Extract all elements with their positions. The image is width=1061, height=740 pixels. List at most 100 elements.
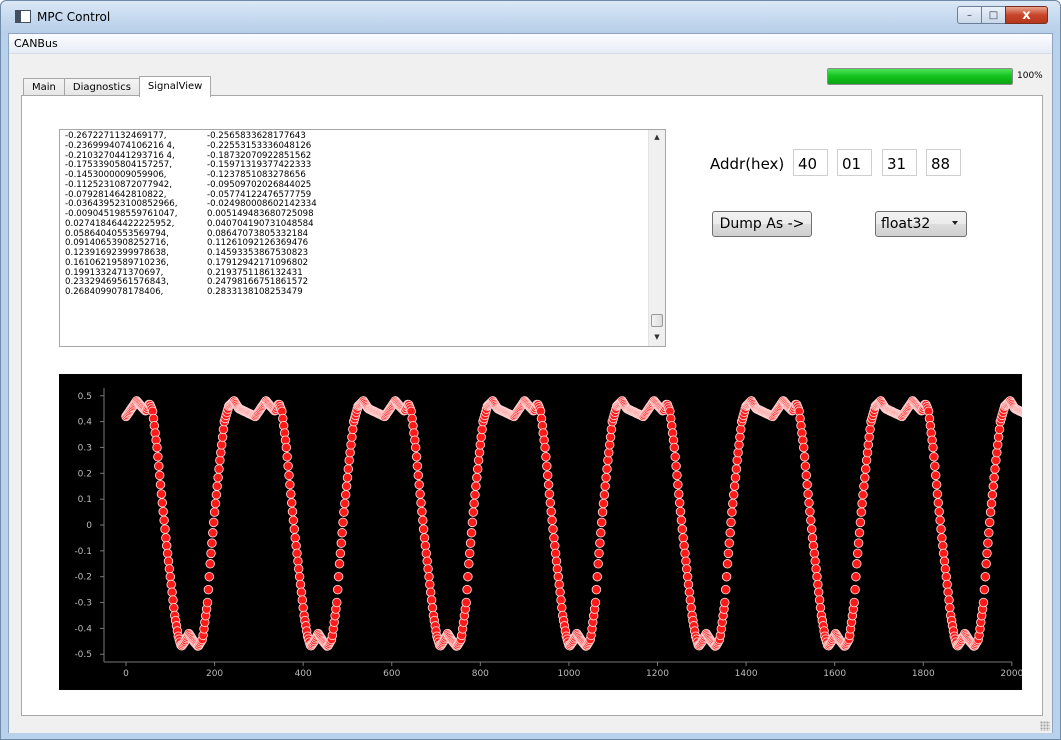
- data-point: [340, 498, 350, 509]
- data-point: [426, 595, 437, 605]
- data-point: [465, 538, 476, 548]
- data-point: [284, 470, 294, 481]
- data-point: [557, 602, 567, 613]
- scroll-up-icon[interactable]: ▲: [654, 133, 660, 141]
- dump-row: -0.11252310872077942, -0.0950970202684402…: [65, 180, 317, 191]
- data-point: [813, 579, 823, 590]
- data-point: [590, 597, 601, 608]
- dump-value: -0.009045198559761047,: [65, 209, 178, 219]
- dump-value: -0.05774122476577759: [207, 189, 312, 200]
- data-point: [681, 556, 691, 566]
- dump-row: -0.0792814642810822, -0.05774122476577759: [65, 189, 317, 201]
- data-point: [553, 571, 564, 582]
- x-tick-label: 800: [472, 669, 489, 679]
- x-tick-label: 1600: [823, 669, 846, 679]
- data-point: [984, 528, 994, 538]
- data-point: [212, 481, 222, 491]
- data-point: [850, 584, 860, 595]
- data-point: [423, 564, 433, 574]
- scroll-thumb[interactable]: [651, 314, 663, 327]
- dump-value: 0.1991332471370697,: [65, 267, 164, 278]
- dump-value: 0.17912942171096802: [207, 257, 309, 268]
- data-point: [296, 587, 307, 597]
- data-point: [203, 584, 214, 595]
- data-point: [685, 595, 696, 605]
- data-point: [591, 584, 602, 595]
- data-point: [671, 461, 681, 471]
- data-point: [461, 597, 471, 608]
- data-point: [471, 481, 481, 491]
- y-tick-label: -0.5: [74, 650, 92, 660]
- addr-byte-3[interactable]: 31: [882, 149, 917, 176]
- addr-byte-4[interactable]: 88: [926, 149, 961, 176]
- format-select[interactable]: float32: [875, 211, 967, 237]
- data-point: [684, 587, 695, 597]
- data-point: [596, 517, 607, 528]
- vertical-scrollbar[interactable]: ▲ ▼: [648, 130, 665, 346]
- data-point: [342, 472, 353, 483]
- data-point: [287, 506, 298, 517]
- data-point: [931, 479, 942, 490]
- dump-value: 0.005149483680725098: [207, 209, 314, 219]
- data-point: [293, 556, 303, 566]
- data-point: [807, 533, 818, 543]
- close-button[interactable]: x: [1005, 6, 1048, 24]
- title-bar[interactable]: MPC Control – □ x: [1, 1, 1060, 33]
- resize-grip-icon[interactable]: [1040, 721, 1050, 731]
- data-point: [204, 571, 215, 582]
- data-point: [166, 579, 176, 590]
- data-point: [852, 548, 863, 559]
- signalview-panel: -0.2672271132469177, -0.2565833628177643-…: [21, 95, 1043, 716]
- dump-text-area[interactable]: -0.2672271132469177, -0.2565833628177643-…: [59, 129, 666, 347]
- menu-canbus[interactable]: CANBus: [14, 37, 58, 50]
- data-point: [550, 540, 560, 551]
- data-point: [595, 538, 605, 548]
- dump-value: 0.11261092126369476: [207, 238, 309, 249]
- y-tick-label: -0.1: [74, 547, 92, 557]
- data-point: [720, 597, 730, 608]
- dump-as-button[interactable]: Dump As ->: [712, 211, 812, 237]
- data-point: [734, 440, 744, 450]
- dump-value: -0.024980008602142334: [207, 199, 317, 210]
- data-point: [281, 442, 292, 453]
- dump-value: -0.2565833628177643: [207, 131, 306, 141]
- data-point: [810, 556, 820, 566]
- data-point: [208, 528, 218, 538]
- data-point: [164, 564, 175, 574]
- data-point: [476, 432, 486, 442]
- data-point: [473, 455, 484, 466]
- data-point: [805, 506, 815, 517]
- data-point: [604, 447, 614, 458]
- data-point: [209, 507, 220, 517]
- data-point: [542, 470, 553, 481]
- y-tick-label: 0.1: [78, 495, 92, 505]
- data-point: [944, 595, 954, 605]
- minimize-button[interactable]: –: [957, 6, 982, 24]
- maximize-button[interactable]: □: [981, 6, 1006, 24]
- data-point: [606, 424, 617, 435]
- data-point: [165, 571, 176, 582]
- tab-signalview[interactable]: SignalView: [138, 76, 212, 97]
- addr-byte-1[interactable]: 40: [793, 149, 828, 176]
- data-point: [938, 548, 949, 559]
- data-point: [463, 571, 473, 582]
- addr-byte-2[interactable]: 01: [837, 149, 872, 176]
- scroll-down-icon[interactable]: ▼: [654, 333, 660, 341]
- data-point: [282, 452, 292, 462]
- data-point: [801, 470, 812, 481]
- data-point: [202, 597, 213, 608]
- dump-value: 0.24798166751861572: [207, 277, 309, 288]
- data-point: [333, 571, 344, 582]
- data-point: [599, 490, 610, 500]
- data-point: [556, 595, 566, 605]
- data-point: [161, 533, 171, 543]
- data-point: [167, 587, 177, 597]
- data-point: [811, 564, 821, 574]
- dump-value: -0.17533905804157257,: [65, 160, 172, 171]
- dump-row: -0.036439523100852966, -0.024980008602142…: [65, 199, 317, 210]
- data-point: [936, 524, 946, 534]
- data-point: [932, 489, 943, 499]
- data-point: [283, 461, 293, 471]
- data-point: [672, 470, 682, 481]
- data-point: [979, 584, 990, 595]
